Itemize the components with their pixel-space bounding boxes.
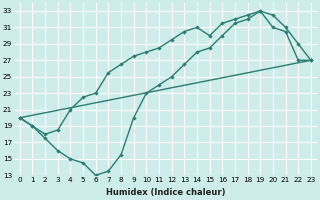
X-axis label: Humidex (Indice chaleur): Humidex (Indice chaleur)	[106, 188, 225, 197]
